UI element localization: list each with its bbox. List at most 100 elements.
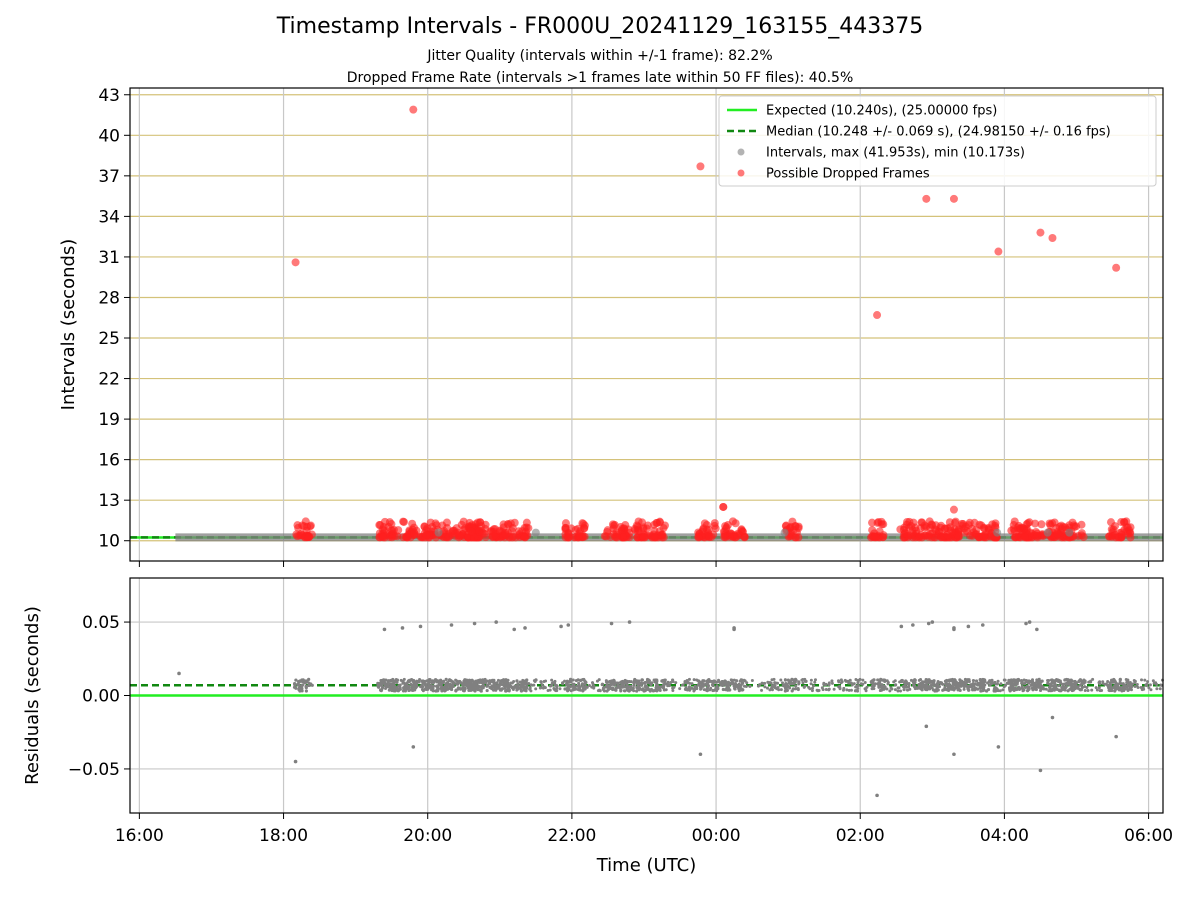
residual-point — [928, 687, 932, 691]
dropped-frame-point — [399, 517, 408, 526]
residual-point — [467, 682, 471, 686]
residual-point — [783, 678, 787, 682]
residual-point — [727, 684, 731, 688]
residual-point — [661, 678, 665, 682]
residual-point — [926, 680, 930, 684]
residual-point — [808, 687, 812, 691]
residual-point — [1023, 685, 1027, 689]
residual-point — [678, 687, 682, 691]
dropped-frame-outlier — [922, 194, 931, 203]
residual-point — [632, 681, 636, 685]
residual-point — [1083, 685, 1087, 689]
residual-point — [1083, 688, 1087, 692]
residual-point — [1091, 677, 1095, 681]
dropped-frame-point — [792, 533, 801, 542]
dropped-frame-point — [721, 522, 730, 531]
residual-point — [893, 679, 897, 683]
residual-point — [1063, 688, 1067, 692]
residual-point — [541, 686, 545, 690]
residual-point — [724, 682, 728, 686]
residual-point — [1140, 678, 1144, 682]
residual-point — [917, 683, 921, 687]
dropped-frame-point — [870, 533, 879, 542]
x-tick-label: 04:00 — [980, 826, 1029, 846]
residual-point — [1057, 684, 1061, 688]
residual-point — [431, 686, 435, 690]
residual-point — [702, 688, 706, 692]
residual-point — [581, 687, 585, 691]
residual-point — [434, 678, 438, 682]
residual-point — [952, 688, 956, 692]
residual-point — [794, 687, 798, 691]
residual-point — [1116, 684, 1120, 688]
residual-point — [701, 682, 705, 686]
dropped-frame-point — [1020, 533, 1029, 542]
dropped-frame-point — [943, 530, 952, 539]
residual-point — [451, 682, 455, 686]
intervals-axes-frame — [129, 87, 1164, 562]
residual-outlier — [177, 671, 181, 676]
interval-point — [780, 528, 789, 537]
residual-point — [1146, 680, 1150, 684]
residual-point — [625, 679, 629, 683]
residual-point — [1064, 686, 1068, 690]
dropped-frame-point — [710, 521, 719, 530]
residual-point — [304, 684, 308, 689]
legend-dropped-label: Possible Dropped Frames — [766, 167, 930, 182]
dropped-frame-point — [511, 533, 520, 542]
intervals-y-tick-label: 25 — [98, 329, 120, 349]
dropped-frame-point — [1053, 529, 1062, 538]
dropped-frame-point — [705, 532, 714, 541]
intervals-y-tick-label: 31 — [98, 248, 120, 268]
residual-point — [585, 685, 589, 689]
dropped-frame-point — [1026, 528, 1035, 537]
residual-point — [529, 683, 533, 687]
residual-point — [454, 689, 458, 693]
residual-point — [982, 682, 986, 686]
residual-point — [999, 682, 1003, 686]
residual-point — [386, 680, 390, 684]
residual-point — [967, 685, 971, 689]
residual-point — [390, 689, 394, 693]
residual-point — [983, 679, 987, 684]
dropped-frame-point — [953, 530, 962, 539]
residual-point — [1159, 683, 1163, 687]
residual-point — [505, 685, 509, 689]
residual-point — [1082, 681, 1086, 685]
residual-point — [781, 684, 785, 688]
dropped-frame-point — [403, 533, 412, 542]
residual-point — [483, 677, 487, 681]
residual-point — [801, 681, 805, 685]
residual-point — [779, 678, 783, 682]
residual-point — [583, 682, 587, 686]
intervals-y-tick-label: 43 — [98, 86, 120, 106]
residual-point — [871, 686, 875, 690]
residual-point — [420, 679, 424, 683]
residual-point — [709, 686, 713, 690]
residual-point — [792, 681, 796, 685]
residual-point — [1005, 681, 1009, 685]
residual-point — [919, 678, 923, 682]
residual-point — [760, 688, 764, 692]
residual-point — [515, 679, 519, 683]
residual-point — [582, 677, 586, 681]
residual-point — [671, 678, 675, 682]
residual-point — [445, 681, 449, 685]
dropped-frame-point — [704, 525, 713, 534]
residual-point — [1128, 685, 1132, 689]
dropped-frame-point — [1079, 533, 1088, 542]
dropped-frame-point — [943, 524, 952, 533]
residual-point — [1118, 678, 1122, 682]
residual-point — [472, 681, 476, 685]
dropped-frame-point — [899, 525, 908, 534]
residual-point — [766, 680, 770, 684]
residuals-y-ticks: 0.05 0.00 −0.05 — [68, 613, 130, 780]
residual-point — [623, 689, 627, 693]
residual-point — [495, 681, 499, 685]
residual-point — [899, 689, 903, 693]
residual-point — [307, 677, 311, 681]
residual-point — [466, 679, 470, 683]
residual-point — [882, 678, 886, 682]
residual-point — [902, 687, 906, 692]
residual-point — [631, 686, 635, 690]
